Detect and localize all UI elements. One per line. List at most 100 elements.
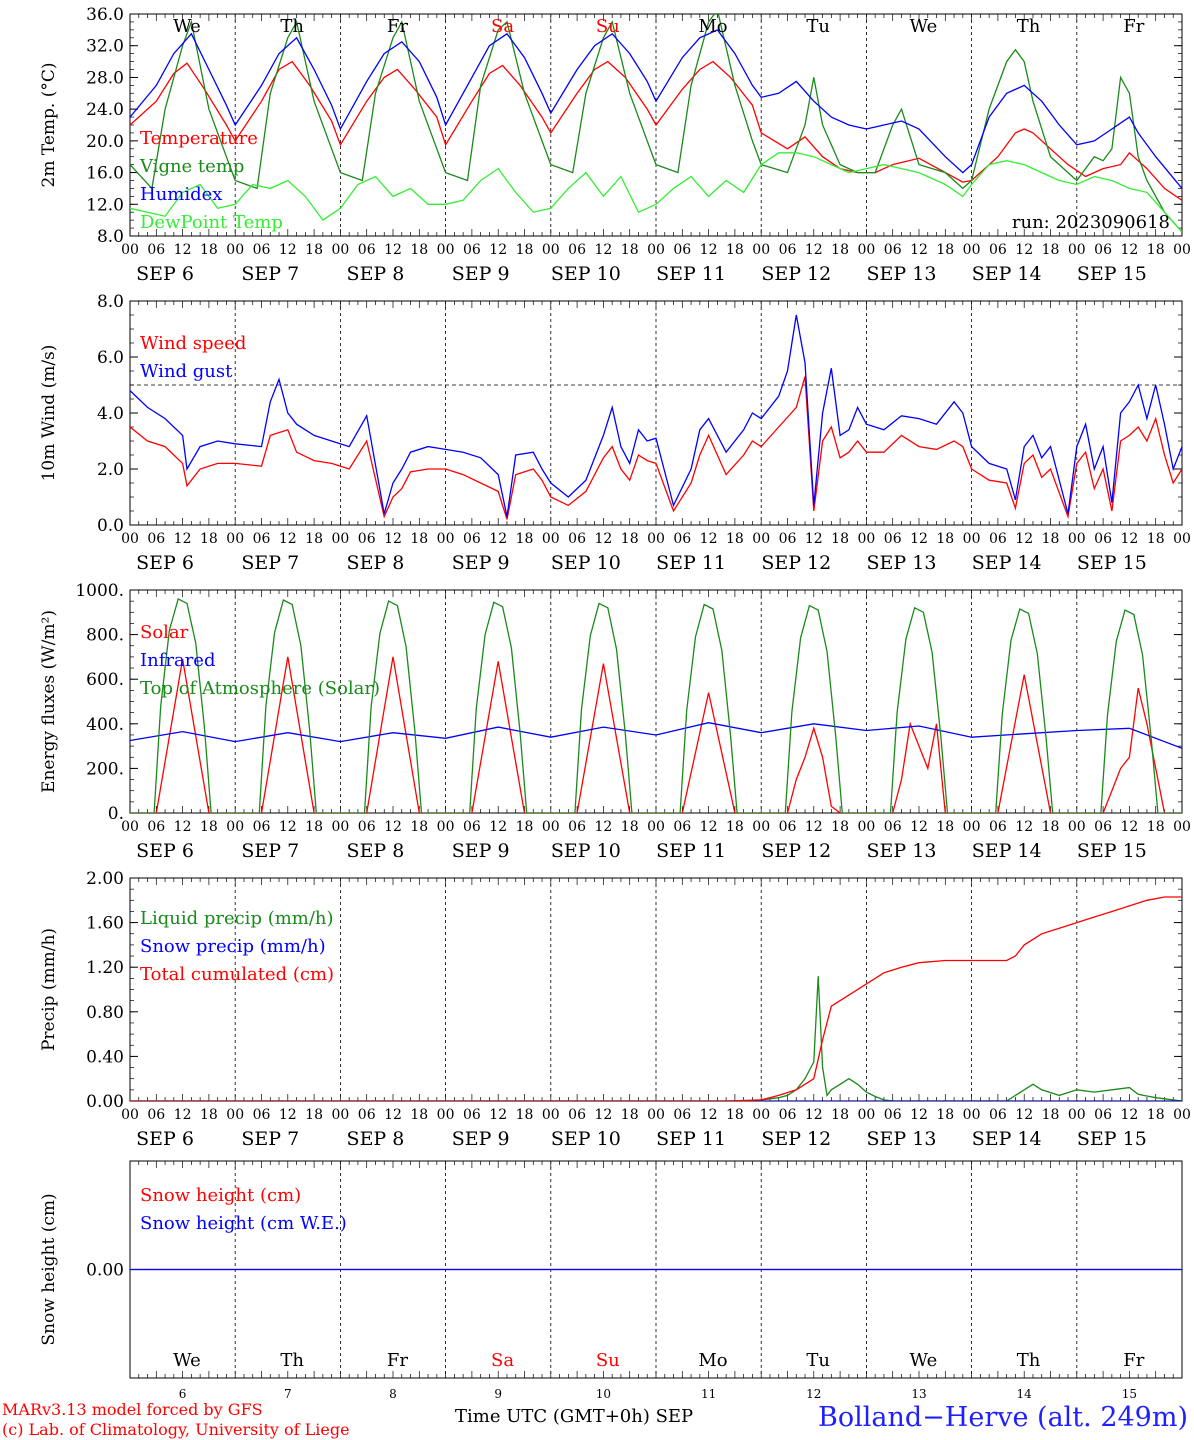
weekday-label: Th xyxy=(1017,16,1041,37)
x-hour-label: 18 xyxy=(726,242,744,258)
x-hour-label: 18 xyxy=(831,242,849,258)
x-hour-label: 06 xyxy=(463,531,481,547)
series-line-vigne-temp xyxy=(130,14,1182,233)
x-hour-label: 00 xyxy=(121,531,139,547)
legend-entry: Infrared xyxy=(140,650,215,671)
x-hour-label: 00 xyxy=(647,531,665,547)
x-hour-label: 12 xyxy=(910,531,928,547)
weekday-label: Tu xyxy=(806,1350,830,1371)
x-hour-label: 00 xyxy=(1068,1107,1086,1123)
legend-entry: Total cumulated (cm) xyxy=(140,964,334,985)
x-hour-label: 12 xyxy=(700,1107,718,1123)
x-date-label: SEP 8 xyxy=(347,263,405,285)
x-hour-label: 06 xyxy=(673,242,691,258)
x-hour-label: 18 xyxy=(516,531,534,547)
weekday-label: We xyxy=(173,1350,201,1371)
x-hour-label: 18 xyxy=(936,819,954,835)
x-hour-label: 12 xyxy=(594,242,612,258)
x-hour-label: 00 xyxy=(1068,242,1086,258)
weekday-label: Fr xyxy=(1123,1350,1144,1371)
x-hour-label: 18 xyxy=(410,1107,428,1123)
model-credit-text: MARv3.13 model forced by GFS xyxy=(2,1400,263,1419)
y-tick-label: 2.0 xyxy=(97,460,124,480)
x-hour-label: 00 xyxy=(542,1107,560,1123)
x-date-label: SEP 12 xyxy=(761,840,831,862)
x-hour-label: 18 xyxy=(1147,531,1165,547)
x-hour-label: 18 xyxy=(831,531,849,547)
y-tick-label: 16.0 xyxy=(86,164,124,184)
x-hour-label: 12 xyxy=(384,819,402,835)
x-hour-label: 12 xyxy=(805,242,823,258)
weekday-label: Mo xyxy=(698,1350,727,1371)
x-date-label: SEP 15 xyxy=(1077,263,1147,285)
y-tick-label: 4.0 xyxy=(97,404,124,424)
x-hour-label: 00 xyxy=(857,819,875,835)
series-line-temperature xyxy=(130,60,1182,201)
weekday-label: Th xyxy=(280,16,304,37)
x-date-label: SEP 7 xyxy=(241,1128,299,1150)
y-tick-label: 0.40 xyxy=(86,1047,124,1067)
x-hour-label: 12 xyxy=(489,242,507,258)
y-axis-label: 10m Wind (m/s) xyxy=(39,345,59,482)
x-hour-label: 06 xyxy=(779,819,797,835)
lab-credit-text: (c) Lab. of Climatology, University of L… xyxy=(2,1420,350,1439)
x-hour-label: 18 xyxy=(410,242,428,258)
x-date-label: SEP 15 xyxy=(1077,840,1147,862)
x-hour-label: 06 xyxy=(1094,531,1112,547)
x-date-label: SEP 6 xyxy=(136,552,194,574)
y-tick-label: 1.20 xyxy=(86,958,124,978)
x-hour-label: 12 xyxy=(174,1107,192,1123)
x-date-label: SEP 8 xyxy=(347,552,405,574)
x-hour-label: 06 xyxy=(358,1107,376,1123)
x-hour-label: 00 xyxy=(857,242,875,258)
legend-entry: Vigne temp xyxy=(139,156,244,177)
run-annotation: run: 2023090618 xyxy=(1012,212,1170,233)
x-hour-label: 12 xyxy=(174,242,192,258)
weekday-label: We xyxy=(910,16,938,37)
x-date-label: SEP 10 xyxy=(551,263,621,285)
x-hour-label: 00 xyxy=(647,1107,665,1123)
x-hour-label: 12 xyxy=(1015,819,1033,835)
x-hour-label: 00 xyxy=(331,531,349,547)
weekday-label: Fr xyxy=(1123,16,1144,37)
x-date-label: SEP 7 xyxy=(241,263,299,285)
x-hour-label: 12 xyxy=(489,531,507,547)
x-hour-label: 00 xyxy=(963,242,981,258)
legend-entry: Temperature xyxy=(140,128,258,149)
y-tick-label: 2.00 xyxy=(86,869,124,889)
x-hour-label: 18 xyxy=(516,242,534,258)
x-hour-label: 06 xyxy=(253,531,271,547)
weekday-label: Sa xyxy=(491,1350,514,1371)
weekday-label: Fr xyxy=(387,16,408,37)
x-hour-label: 12 xyxy=(489,819,507,835)
legend-entry: Humidex xyxy=(140,184,222,205)
x-hour-label: 06 xyxy=(989,242,1007,258)
x-date-label: SEP 13 xyxy=(867,840,937,862)
x-date-label: SEP 15 xyxy=(1077,1128,1147,1150)
x-hour-label: 06 xyxy=(1094,1107,1112,1123)
x-hour-label: 18 xyxy=(305,819,323,835)
x-day-number: 7 xyxy=(284,1387,292,1401)
x-hour-label: 06 xyxy=(147,531,165,547)
x-hour-label: 06 xyxy=(1094,819,1112,835)
x-date-label: SEP 12 xyxy=(761,263,831,285)
y-tick-label: 0.00 xyxy=(86,1261,124,1281)
x-hour-label: 12 xyxy=(489,1107,507,1123)
x-hour-label: 12 xyxy=(594,819,612,835)
legend-entry: Top of Atmosphere (Solar) xyxy=(140,678,380,699)
weekday-label: We xyxy=(173,16,201,37)
x-hour-label: 00 xyxy=(1173,242,1191,258)
y-tick-label: 6.0 xyxy=(97,348,124,368)
x-hour-label: 06 xyxy=(673,531,691,547)
x-hour-label: 06 xyxy=(358,531,376,547)
x-hour-label: 12 xyxy=(1120,819,1138,835)
x-date-label: SEP 9 xyxy=(452,552,510,574)
x-hour-label: 18 xyxy=(200,1107,218,1123)
x-hour-label: 00 xyxy=(226,819,244,835)
y-axis-label: Energy fluxes (W/m²) xyxy=(39,610,59,793)
x-hour-label: 00 xyxy=(121,819,139,835)
x-date-label: SEP 6 xyxy=(136,840,194,862)
x-hour-label: 00 xyxy=(752,531,770,547)
x-hour-label: 00 xyxy=(437,531,455,547)
weekday-label: Su xyxy=(596,1350,620,1371)
